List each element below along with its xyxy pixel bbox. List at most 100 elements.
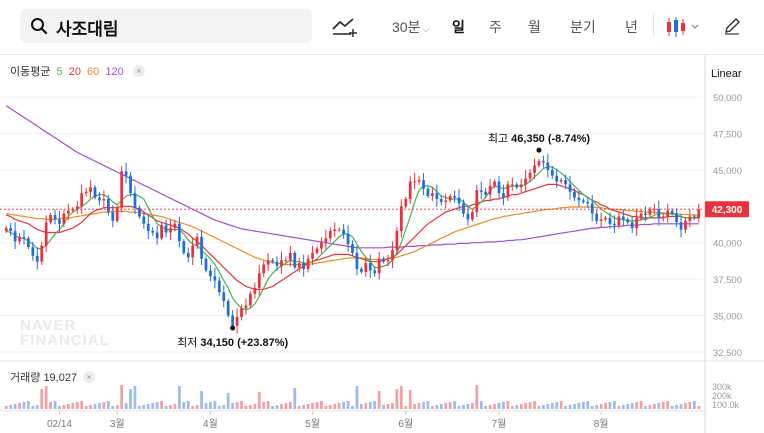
current-price-tag	[705, 201, 749, 218]
candle-down	[53, 215, 57, 220]
volume-bar	[129, 389, 132, 409]
candle-down	[675, 213, 678, 223]
x-tick-label: 5월	[305, 418, 320, 430]
candle-down	[222, 292, 226, 301]
candle-up	[528, 172, 532, 179]
candle-up	[408, 181, 412, 199]
chevron-down-icon: ⌵	[422, 24, 430, 34]
volume-bar	[408, 390, 412, 409]
candle-down	[613, 223, 616, 226]
ma120-line	[5, 105, 699, 249]
close-icon[interactable]: ×	[83, 371, 96, 383]
price-axis: 50,00047,50045,00042,50040,00037,50035,0…	[0, 55, 749, 433]
volume-bar	[342, 402, 345, 409]
period-tab-quarter[interactable]: 분기	[570, 19, 596, 35]
volume-bar	[235, 402, 239, 409]
volume-bar	[475, 385, 479, 409]
search-box[interactable]: 사조대림	[20, 9, 312, 43]
candle-up	[191, 245, 195, 258]
price-annotations: 최고 46,350 (-8.74%) 최저 34,150 (+23.87%)	[177, 132, 590, 349]
candle-down	[626, 219, 630, 223]
candle-down	[373, 270, 377, 274]
candle-up	[666, 210, 670, 217]
candle-up	[661, 216, 665, 218]
volume-bar	[80, 401, 84, 409]
volume-bar	[209, 402, 212, 409]
candle-down	[22, 236, 26, 239]
close-icon[interactable]: ×	[132, 65, 145, 77]
candle-down	[568, 184, 572, 192]
candle-up	[40, 245, 44, 262]
volume-bar	[395, 389, 399, 409]
volume-bar	[688, 402, 692, 409]
volume-bar	[89, 405, 92, 409]
candle-down	[186, 252, 190, 258]
volume-bar	[502, 402, 505, 409]
volume-bar	[40, 389, 44, 409]
volume-bar	[257, 392, 261, 409]
ma20-period: 20	[68, 66, 81, 78]
candle-up	[524, 178, 528, 185]
high-price-marker	[536, 147, 542, 153]
volume-bar	[462, 405, 465, 409]
volume-bar	[404, 406, 408, 409]
candle-up	[80, 193, 84, 207]
scale-mode-toggle[interactable]: Linear	[711, 68, 742, 80]
candle-up	[470, 212, 474, 220]
ma60-period: 60	[87, 66, 100, 78]
candle-down	[231, 315, 235, 326]
volume-bar	[337, 403, 341, 409]
x-tick-label: 6월	[398, 418, 413, 430]
candle-up	[404, 199, 408, 207]
volume-bar	[22, 402, 26, 409]
volume-bar	[382, 405, 385, 409]
search-query[interactable]: 사조대림	[56, 20, 119, 39]
volume-bar	[18, 403, 21, 409]
x-tick-label: 8월	[594, 418, 609, 430]
volume-bar	[222, 405, 226, 409]
volume-bar	[626, 404, 630, 409]
volume-bar	[590, 406, 594, 409]
draw-pencil-icon[interactable]	[722, 16, 742, 36]
candle-down	[502, 193, 505, 198]
naver-financial-watermark: NAVER FINANCIAL	[20, 317, 110, 349]
period-tab-year[interactable]: 년	[625, 19, 638, 35]
candle-up	[510, 184, 514, 186]
period-tab-month[interactable]: 월	[528, 19, 541, 35]
volume-bar	[31, 406, 35, 409]
compare-chart-icon[interactable]	[331, 15, 359, 39]
volume-bar	[120, 385, 124, 409]
volume-bar	[13, 404, 17, 409]
volume-bar	[66, 404, 70, 409]
period-tab-day[interactable]: 일	[452, 19, 465, 35]
candle-up	[89, 187, 92, 192]
candle-down	[644, 213, 647, 216]
candle-up	[102, 199, 106, 201]
candle-down	[164, 225, 168, 233]
volume-bar	[306, 404, 310, 409]
candle-up	[84, 191, 88, 194]
candle-down	[422, 180, 425, 189]
y-tick-label: 37,500	[713, 275, 742, 286]
chart-type-selector[interactable]	[665, 16, 701, 38]
candle-up	[288, 252, 292, 261]
candle-up	[75, 206, 79, 210]
candle-down	[342, 229, 345, 234]
interval-selector[interactable]: 30분 ⌵	[392, 17, 429, 37]
volume-bar	[577, 403, 581, 409]
candle-up	[444, 200, 448, 202]
volume-bar	[106, 401, 110, 409]
candle-down	[129, 175, 132, 194]
volume-bar	[84, 406, 88, 409]
y-tick-label: 47,500	[713, 129, 742, 140]
search-icon	[31, 18, 48, 35]
candle-down	[31, 247, 35, 256]
candle-down	[213, 276, 217, 281]
candle-down	[106, 199, 110, 213]
interval-label: 30분	[392, 19, 421, 35]
volume-bar	[111, 406, 115, 409]
period-tab-week[interactable]: 주	[489, 19, 502, 35]
candle-up	[533, 165, 536, 173]
y-tick-label: 32,500	[713, 348, 742, 359]
